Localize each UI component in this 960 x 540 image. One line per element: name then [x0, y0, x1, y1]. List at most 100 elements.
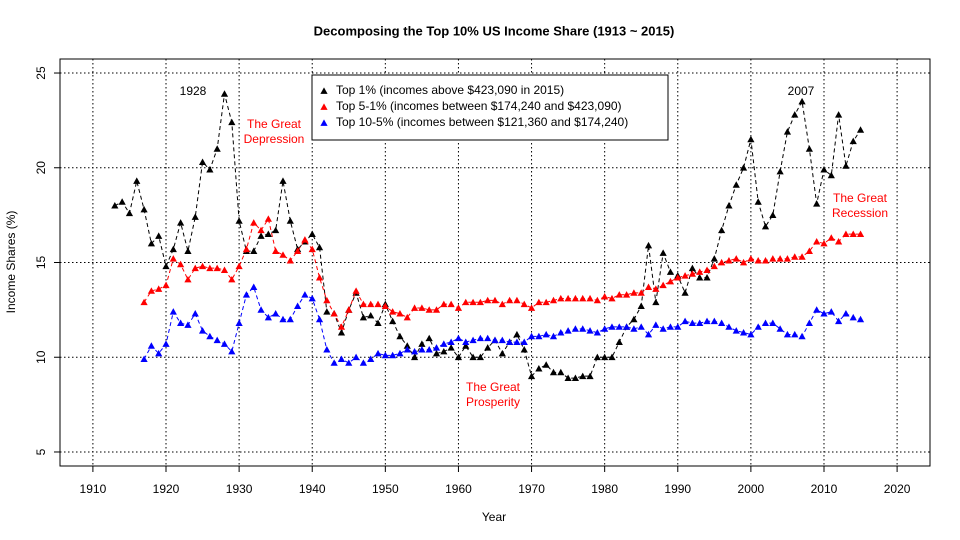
data-point — [213, 336, 221, 344]
data-point — [286, 217, 294, 224]
data-point — [147, 342, 155, 349]
data-point — [147, 239, 155, 247]
data-point — [769, 319, 777, 327]
data-point — [622, 323, 631, 330]
data-point — [491, 296, 499, 304]
data-point — [747, 330, 755, 338]
data-point — [754, 198, 762, 205]
data-point — [264, 313, 272, 321]
data-point — [169, 308, 177, 315]
data-point — [820, 166, 828, 173]
data-point — [264, 215, 272, 222]
data-point — [739, 258, 748, 266]
data-point — [688, 270, 696, 277]
data-point — [506, 296, 514, 304]
data-point — [586, 372, 594, 380]
data-point — [593, 329, 601, 336]
x-tick-label: 1980 — [591, 482, 618, 496]
data-point — [696, 268, 704, 275]
data-point — [513, 338, 521, 345]
data-point — [637, 289, 645, 296]
data-point — [615, 291, 623, 298]
data-point — [557, 368, 565, 376]
data-point — [769, 211, 777, 219]
data-point — [447, 344, 455, 351]
data-point — [666, 268, 675, 275]
data-point — [213, 264, 221, 272]
data-point — [169, 245, 177, 253]
data-point — [652, 321, 660, 328]
data-point — [432, 349, 441, 357]
legend: Top 1% (incomes above $423,090 in 2015) T… — [311, 74, 669, 141]
data-point — [674, 323, 682, 330]
data-point — [637, 302, 645, 309]
data-point — [630, 315, 638, 323]
data-point — [688, 319, 696, 327]
data-point — [440, 347, 448, 355]
data-point — [681, 289, 689, 296]
data-point — [703, 317, 711, 325]
x-tick-label: 1950 — [372, 482, 399, 496]
x-tick-label: 2020 — [884, 482, 911, 496]
legend-marker — [320, 103, 328, 110]
data-point — [169, 255, 177, 262]
data-point — [776, 167, 784, 175]
data-point — [805, 145, 813, 152]
data-point — [162, 262, 170, 270]
data-point — [147, 287, 155, 294]
data-point — [257, 306, 265, 313]
y-tick-label: 15 — [34, 256, 48, 270]
x-tick-label: 1930 — [226, 482, 253, 496]
data-point — [476, 353, 484, 361]
data-point — [257, 232, 265, 239]
annotation: Depression — [244, 132, 305, 146]
data-point — [447, 300, 455, 308]
data-point — [849, 230, 857, 237]
data-point — [359, 313, 368, 321]
data-point — [454, 304, 463, 311]
data-point — [403, 313, 411, 321]
data-point — [206, 332, 214, 340]
data-point — [842, 230, 850, 237]
data-point — [140, 355, 148, 363]
data-point — [725, 257, 733, 264]
legend-marker — [320, 119, 328, 126]
data-point — [410, 347, 419, 355]
data-point — [308, 294, 316, 302]
data-point — [659, 249, 667, 256]
data-point — [418, 346, 426, 353]
data-point — [579, 294, 587, 302]
data-point — [367, 311, 375, 319]
data-point — [513, 296, 521, 304]
data-point — [791, 253, 799, 260]
data-point — [381, 302, 389, 309]
data-point — [506, 338, 514, 345]
data-point — [835, 317, 843, 325]
data-point — [798, 253, 806, 260]
annotation: 2007 — [788, 84, 815, 98]
data-point — [542, 330, 550, 338]
data-point — [462, 298, 470, 306]
data-point — [791, 111, 799, 118]
data-point — [155, 232, 163, 239]
data-point — [630, 325, 638, 332]
data-point — [856, 126, 865, 133]
data-point — [235, 217, 243, 224]
data-point — [469, 298, 477, 306]
data-point — [330, 359, 338, 366]
data-point — [842, 310, 850, 317]
x-tick-label: 1960 — [445, 482, 472, 496]
data-point — [535, 332, 543, 340]
data-point — [527, 372, 536, 380]
data-point — [337, 355, 346, 363]
data-point — [403, 342, 411, 349]
data-point — [608, 294, 616, 302]
annotation: 1928 — [180, 84, 207, 98]
data-point — [359, 359, 368, 366]
data-point — [761, 222, 770, 230]
data-point — [535, 298, 543, 306]
data-point — [235, 262, 243, 270]
data-point — [710, 262, 718, 270]
data-point — [579, 325, 587, 332]
data-point — [213, 145, 221, 152]
